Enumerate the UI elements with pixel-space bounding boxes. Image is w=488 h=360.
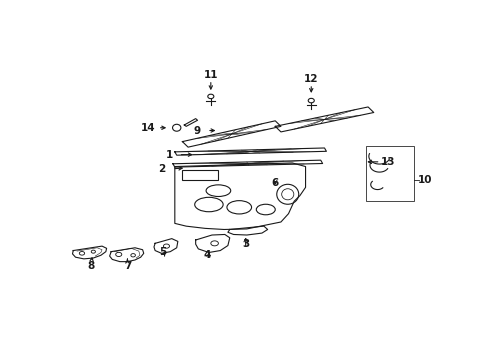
Text: 11: 11 xyxy=(203,70,218,80)
Text: 10: 10 xyxy=(416,175,431,185)
Text: 4: 4 xyxy=(203,250,210,260)
Text: 9: 9 xyxy=(194,126,201,135)
Text: 2: 2 xyxy=(158,164,165,174)
Bar xyxy=(181,170,217,180)
Bar xyxy=(366,146,413,201)
Text: 13: 13 xyxy=(380,157,394,167)
Text: 5: 5 xyxy=(159,247,166,257)
Text: 6: 6 xyxy=(271,178,278,188)
Text: 12: 12 xyxy=(304,74,318,84)
Text: 14: 14 xyxy=(141,123,155,133)
Text: 7: 7 xyxy=(123,261,131,271)
Text: 3: 3 xyxy=(242,239,249,249)
Text: 8: 8 xyxy=(88,261,95,271)
Text: 1: 1 xyxy=(165,150,172,159)
